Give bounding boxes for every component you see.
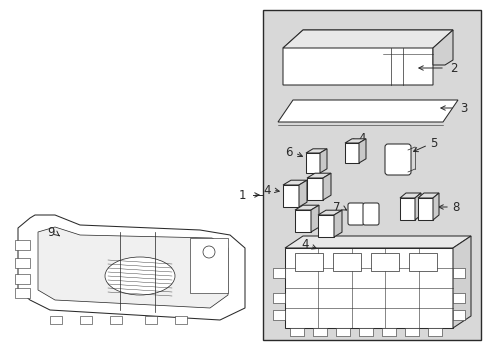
Text: 1: 1 — [238, 189, 245, 202]
Bar — [312, 328, 326, 336]
Bar — [175, 316, 186, 324]
Bar — [417, 198, 432, 220]
Polygon shape — [294, 205, 318, 210]
Text: 4: 4 — [301, 238, 308, 251]
Polygon shape — [414, 193, 420, 220]
Polygon shape — [319, 149, 326, 173]
Bar — [408, 253, 436, 271]
Polygon shape — [452, 236, 470, 328]
Bar — [272, 293, 285, 303]
FancyBboxPatch shape — [347, 203, 363, 225]
Polygon shape — [285, 236, 470, 248]
Bar — [15, 288, 30, 298]
Polygon shape — [317, 210, 341, 215]
Text: 5: 5 — [429, 136, 436, 149]
Bar — [272, 310, 285, 320]
Polygon shape — [283, 30, 452, 48]
Polygon shape — [306, 173, 330, 178]
Text: 3: 3 — [459, 102, 467, 114]
Polygon shape — [283, 30, 452, 85]
Text: 4: 4 — [263, 184, 270, 197]
Polygon shape — [358, 139, 365, 163]
Bar — [50, 316, 62, 324]
Polygon shape — [432, 30, 452, 65]
Polygon shape — [323, 173, 330, 200]
Polygon shape — [310, 205, 318, 232]
Bar — [285, 248, 452, 328]
Bar — [427, 328, 441, 336]
Bar — [15, 240, 30, 250]
Bar — [452, 268, 464, 278]
Bar — [452, 293, 464, 303]
Bar — [145, 316, 157, 324]
Polygon shape — [278, 100, 457, 122]
Bar — [294, 210, 310, 232]
Bar — [404, 328, 418, 336]
Polygon shape — [417, 193, 438, 198]
Bar — [80, 316, 92, 324]
Ellipse shape — [105, 257, 175, 295]
FancyBboxPatch shape — [384, 144, 410, 175]
Polygon shape — [298, 180, 306, 207]
FancyBboxPatch shape — [362, 203, 378, 225]
Bar — [381, 328, 395, 336]
Bar — [306, 178, 323, 200]
Polygon shape — [399, 193, 420, 198]
Text: 4: 4 — [357, 131, 365, 144]
Bar — [15, 258, 30, 268]
Text: 7: 7 — [333, 201, 340, 213]
Polygon shape — [305, 149, 326, 153]
Bar — [263, 10, 480, 340]
Bar — [283, 185, 298, 207]
Bar — [15, 274, 30, 284]
Bar — [399, 198, 414, 220]
Text: 8: 8 — [451, 201, 458, 213]
Text: 9: 9 — [47, 225, 55, 239]
Bar — [332, 253, 360, 271]
Bar — [294, 253, 323, 271]
Bar — [345, 143, 358, 163]
Bar — [190, 238, 227, 293]
Polygon shape — [38, 227, 227, 308]
Bar — [317, 215, 333, 237]
Text: 6: 6 — [285, 145, 292, 158]
Polygon shape — [345, 139, 365, 143]
Text: 2: 2 — [449, 62, 457, 75]
Bar — [272, 268, 285, 278]
Circle shape — [203, 246, 215, 258]
Polygon shape — [18, 215, 244, 320]
Polygon shape — [283, 180, 306, 185]
Bar — [358, 328, 372, 336]
Bar — [110, 316, 122, 324]
Bar — [452, 310, 464, 320]
Polygon shape — [432, 193, 438, 220]
Bar — [305, 153, 319, 173]
Polygon shape — [333, 210, 341, 237]
Bar — [335, 328, 349, 336]
Bar — [289, 328, 304, 336]
Bar — [370, 253, 398, 271]
